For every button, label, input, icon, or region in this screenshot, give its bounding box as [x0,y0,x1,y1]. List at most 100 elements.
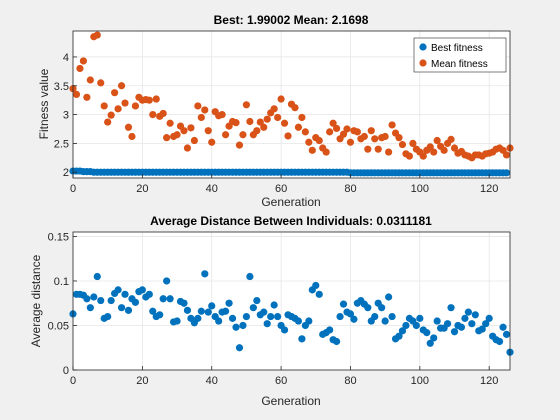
mean-fitness-point [343,125,351,133]
distance-point [485,314,493,322]
legend-label-best-fitness: Best fitness [431,43,483,54]
distance-point [249,304,257,312]
distance-point [378,304,386,312]
distance-point [253,296,261,305]
mean-fitness-point [326,128,334,136]
fitness-x-tick-label: 0 [70,183,76,195]
mean-fitness-point [128,132,136,141]
mean-fitness-point [104,118,112,126]
mean-fitness-point [159,109,167,118]
mean-fitness-point [430,148,438,156]
distance-point [208,302,216,310]
distance-chart-title: Average Distance Between Individuals: 0.… [150,214,432,228]
mean-fitness-point [364,145,372,153]
distance-x-tick-label: 0 [70,375,76,387]
distance-point [298,335,306,343]
distance-point [86,304,94,312]
mean-fitness-point [208,138,216,146]
distance-point [97,296,105,305]
distance-y-tick-label: 0.15 [48,231,69,243]
distance-point [371,312,379,321]
mean-fitness-point [97,79,105,87]
mean-fitness-point [204,127,212,135]
mean-fitness-point [111,89,119,97]
mean-fitness-point [79,57,87,65]
mean-fitness-point [149,110,157,119]
distance-point [364,304,372,312]
fitness-axes-box [72,30,511,179]
distance-point [222,307,230,315]
mean-fitness-point [76,64,84,73]
fitness-y-tick-label: 3 [63,110,69,122]
mean-fitness-point [450,144,459,152]
mean-fitness-point [253,127,261,135]
distance-point [235,344,244,352]
distance-point [149,307,157,315]
mean-fitness-point [152,95,160,103]
distance-x-tick-label: 100 [411,375,429,387]
mean-fitness-point [117,82,126,90]
mean-fitness-point [367,127,375,135]
distance-point [496,337,504,346]
mean-fitness-point [405,152,414,160]
distance-y-axis-label: Average distance [29,254,43,347]
best-fitness-point [502,169,511,177]
distance-point [339,300,348,308]
distance-point [332,337,341,346]
distance-x-axis-label: Generation [261,394,320,408]
mean-fitness-point [201,106,209,114]
distance-x-tick-label: 120 [480,375,498,387]
mean-fitness-point [194,102,202,110]
mean-fitness-point [419,152,427,160]
mean-fitness-point [284,132,292,140]
distance-point [471,311,479,319]
mean-fitness-point [301,128,309,136]
legend-marker-mean-fitness [419,59,427,67]
distance-point [131,298,140,306]
mean-fitness-point [353,128,361,136]
distance-point [385,293,393,301]
mean-fitness-point [86,76,94,84]
mean-fitness-point [294,123,303,131]
distance-x-tick-label: 80 [344,375,356,387]
mean-fitness-point [93,31,101,39]
mean-fitness-point [305,138,313,146]
distance-point [228,314,237,322]
mean-fitness-point [107,111,115,119]
mean-fitness-point [502,151,511,159]
distance-point [270,301,278,309]
distance-point [274,312,282,321]
distance-x-tick-label: 20 [136,375,148,387]
distance-point [183,306,192,314]
mean-fitness-point [163,134,171,142]
mean-fitness-point [239,131,247,139]
mean-fitness-point [308,146,316,154]
fitness-axes: 0 20 40 60 80 100 120 2 2.5 3 3.5 4 Best: 1.99002 M… [37,13,514,209]
distance-point [433,317,441,325]
distance-point [461,314,469,322]
distance-y-tick-label: 0.1 [54,276,69,288]
mean-fitness-point [197,113,205,122]
distance-point [163,277,171,285]
distance-point [263,320,271,328]
legend-label-mean-fitness: Mean fitness [431,59,488,70]
fitness-x-tick-label: 20 [136,183,148,195]
mean-fitness-point [433,136,441,145]
fitness-legend: Best fitness Mean fitness [413,37,507,73]
mean-fitness-point [121,99,129,107]
distance-point [326,326,334,334]
distance-point [117,304,126,312]
distance-point [350,315,358,323]
distance-point [204,308,212,316]
distance-point [93,272,101,281]
distance-point [145,290,153,298]
legend-box [413,37,507,73]
mean-fitness-point [256,118,264,126]
fitness-y-tick-label: 4 [63,52,69,64]
legend-marker-best-fitness [419,43,427,51]
distance-point [114,286,122,294]
distance-point [305,317,313,325]
fitness-markers [69,31,514,177]
distance-point [107,296,115,305]
distance-point [315,290,323,298]
